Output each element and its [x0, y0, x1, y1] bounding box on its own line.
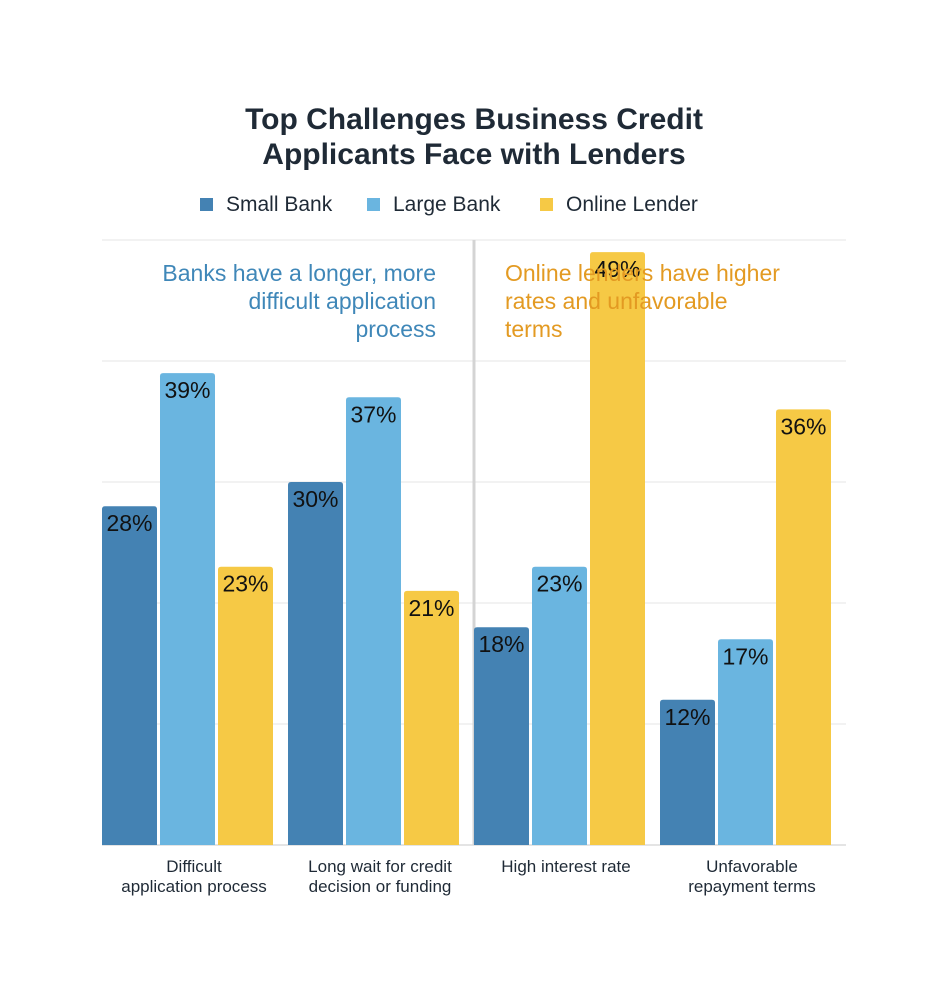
bar [218, 566, 273, 845]
annotation-text: difficult application [248, 288, 436, 314]
bar-value-label: 28% [106, 510, 152, 536]
bar-value-label: 36% [780, 413, 826, 439]
category-label: repayment terms [688, 877, 816, 896]
legend-swatch [367, 198, 380, 211]
bar [660, 699, 715, 845]
bar [590, 252, 645, 846]
annotation-text: Banks have a longer, more [162, 260, 436, 286]
bar [102, 506, 157, 845]
annotation-text: terms [505, 316, 563, 342]
bar-value-label: 37% [350, 401, 396, 427]
annotation-text: rates and unfavorable [505, 288, 728, 314]
bar-value-label: 49% [594, 256, 640, 282]
bar [718, 639, 773, 845]
category-label: Long wait for credit [308, 857, 452, 876]
bar [532, 566, 587, 845]
category-label: decision or funding [309, 877, 452, 896]
bar [776, 409, 831, 845]
category-label: Difficult [166, 857, 222, 876]
category-label: High interest rate [501, 857, 630, 876]
chart-title-line: Top Challenges Business Credit [245, 103, 703, 136]
chart-title-line: Applicants Face with Lenders [262, 138, 685, 171]
bar-value-label: 39% [164, 377, 210, 403]
bar [288, 482, 343, 845]
category-label: Unfavorable [706, 857, 798, 876]
annotation-text: Online lenders have higher [505, 260, 780, 286]
bar-value-label: 21% [408, 595, 454, 621]
legend-label: Online Lender [566, 193, 698, 216]
bar [404, 590, 459, 845]
annotation-text: process [355, 316, 436, 342]
legend-swatch [540, 198, 553, 211]
legend-label: Small Bank [226, 193, 333, 216]
bar-value-label: 30% [292, 486, 338, 512]
bar-value-label: 23% [536, 571, 582, 597]
legend-swatch [200, 198, 213, 211]
bar-value-label: 12% [664, 704, 710, 730]
bar-value-label: 23% [222, 571, 268, 597]
bar [474, 627, 529, 845]
bar [346, 397, 401, 845]
legend-label: Large Bank [393, 193, 501, 216]
bar [160, 373, 215, 845]
category-label: application process [121, 877, 267, 896]
bar-value-label: 17% [722, 643, 768, 669]
bar-value-label: 18% [478, 631, 524, 657]
